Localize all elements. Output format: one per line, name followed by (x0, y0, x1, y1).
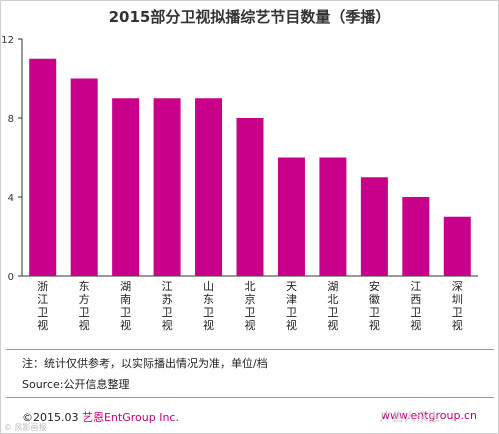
footer-copyright: ©2015.03 艺恩EntGroup Inc. (22, 409, 179, 425)
category-label: 浙江卫视 (37, 280, 48, 332)
bar (443, 216, 471, 276)
chart-source: Source:公开信息整理 (22, 378, 130, 391)
y-tick-label: 4 (8, 193, 14, 204)
bar (153, 98, 181, 276)
watermark-left: © 风影画报 (4, 423, 47, 432)
category-label: 山东卫视 (203, 280, 214, 332)
category-label: 安徽卫视 (369, 279, 380, 332)
category-label: 东方卫视 (79, 280, 90, 332)
divider-bottom (6, 397, 494, 398)
bar (319, 157, 347, 276)
category-label: 北京卫视 (245, 280, 256, 332)
bar (195, 98, 223, 276)
bar (70, 78, 98, 276)
copyright-text: ©2015.03 (22, 411, 82, 424)
y-tick-label: 12 (1, 35, 14, 46)
category-label: 江苏卫视 (162, 280, 173, 332)
chart-title: 2015部分卫视拟播综艺节目数量（季播） (108, 8, 391, 26)
y-tick-label: 0 (8, 272, 14, 283)
y-tick-label: 8 (8, 114, 14, 125)
category-label: 天津卫视 (286, 280, 297, 332)
bar (236, 118, 264, 276)
category-label: 湖南卫视 (120, 280, 131, 332)
footer-website: www.entgroup.cn (381, 409, 477, 422)
category-label: 深圳卫视 (452, 280, 463, 332)
category-label: 江西卫视 (410, 280, 421, 332)
bar (112, 98, 140, 276)
brand-text: 艺恩EntGroup Inc. (81, 411, 179, 424)
bar (29, 58, 57, 276)
bar-chart: 0 4 8 12 浙江卫视 东方卫视 湖南卫视 江苏卫视 山东卫视 北京卫视 天津卫视 湖北卫视 安徽… (1, 35, 478, 332)
bar (277, 157, 305, 276)
divider-top (6, 349, 494, 350)
watermark-right: 广告人杂志 (380, 410, 441, 424)
bar (360, 177, 388, 276)
bar (402, 197, 430, 276)
chart-note: 注：统计仅供参考，以实际播出情况为准，单位/档 (22, 357, 268, 370)
category-label: 湖北卫视 (327, 280, 338, 332)
